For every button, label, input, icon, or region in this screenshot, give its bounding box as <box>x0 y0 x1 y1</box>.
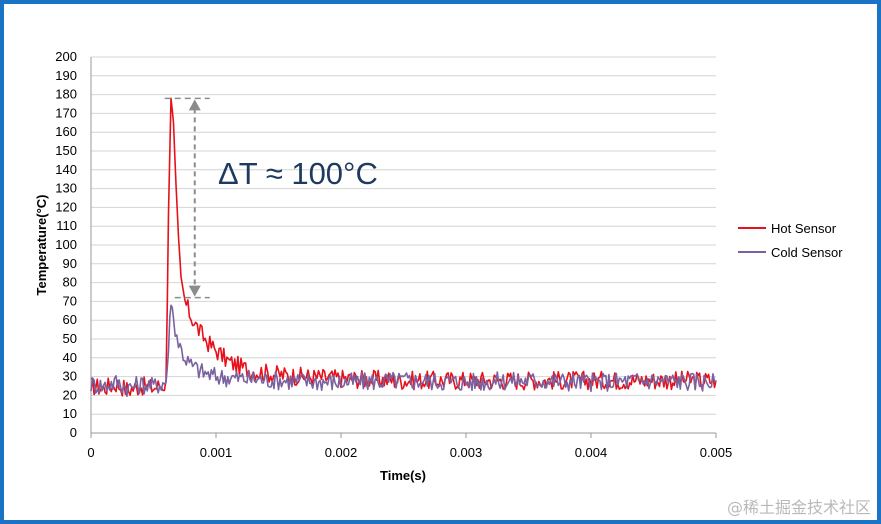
y-tick-label: 200 <box>55 49 77 64</box>
y-tick-label: 90 <box>63 256 77 271</box>
y-axis-title: Temperature(°C) <box>34 194 49 295</box>
y-axis-tick-labels: 0 10 20 30 40 50 60 70 80 90 100 110 120 130 140 150 160… <box>55 49 77 440</box>
y-tick-label: 140 <box>55 162 77 177</box>
y-tick-label: 20 <box>63 387 77 402</box>
y-tick-label: 180 <box>55 87 77 102</box>
y-tick-label: 170 <box>55 105 77 120</box>
legend-label: Cold Sensor <box>771 245 843 260</box>
y-tick-label: 70 <box>63 293 77 308</box>
y-tick-label: 160 <box>55 124 77 139</box>
watermark: @稀土掘金技术社区 <box>726 498 871 517</box>
x-tick-label: 0 <box>87 445 94 460</box>
x-axis-title: Time(s) <box>380 468 426 483</box>
axes <box>90 57 717 438</box>
y-tick-label: 40 <box>63 350 77 365</box>
y-tick-label: 130 <box>55 181 77 196</box>
x-tick-label: 0.001 <box>200 445 233 460</box>
arrow-down-icon <box>188 285 201 297</box>
annotation-label: ΔT ≈ 100°C <box>218 156 378 191</box>
x-axis-tick-labels: 0 0.001 0.002 0.003 0.004 0.005 <box>87 445 732 460</box>
y-tick-label: 60 <box>63 312 77 327</box>
data-series <box>90 97 717 398</box>
x-tick-label: 0.004 <box>575 445 608 460</box>
x-tick-label: 0.003 <box>450 445 483 460</box>
y-tick-label: 120 <box>55 199 77 214</box>
legend-label: Hot Sensor <box>771 221 837 236</box>
y-tick-label: 190 <box>55 68 77 83</box>
y-tick-label: 150 <box>55 143 77 158</box>
y-tick-label: 50 <box>63 331 77 346</box>
y-tick-label: 10 <box>63 406 77 421</box>
y-tick-label: 30 <box>63 369 77 384</box>
arrow-up-icon <box>188 99 201 111</box>
x-tick-label: 0.005 <box>700 445 733 460</box>
cold-sensor-series-line <box>90 304 717 398</box>
hot-sensor-series-line <box>90 97 717 397</box>
x-tick-label: 0.002 <box>325 445 358 460</box>
y-tick-label: 110 <box>56 218 77 233</box>
legend: Hot Sensor Cold Sensor <box>738 221 843 260</box>
delta-t-annotation: ΔT ≈ 100°C <box>164 97 378 299</box>
y-tick-label: 80 <box>63 275 77 290</box>
y-tick-label: 100 <box>55 237 77 252</box>
y-tick-label: 0 <box>70 425 77 440</box>
